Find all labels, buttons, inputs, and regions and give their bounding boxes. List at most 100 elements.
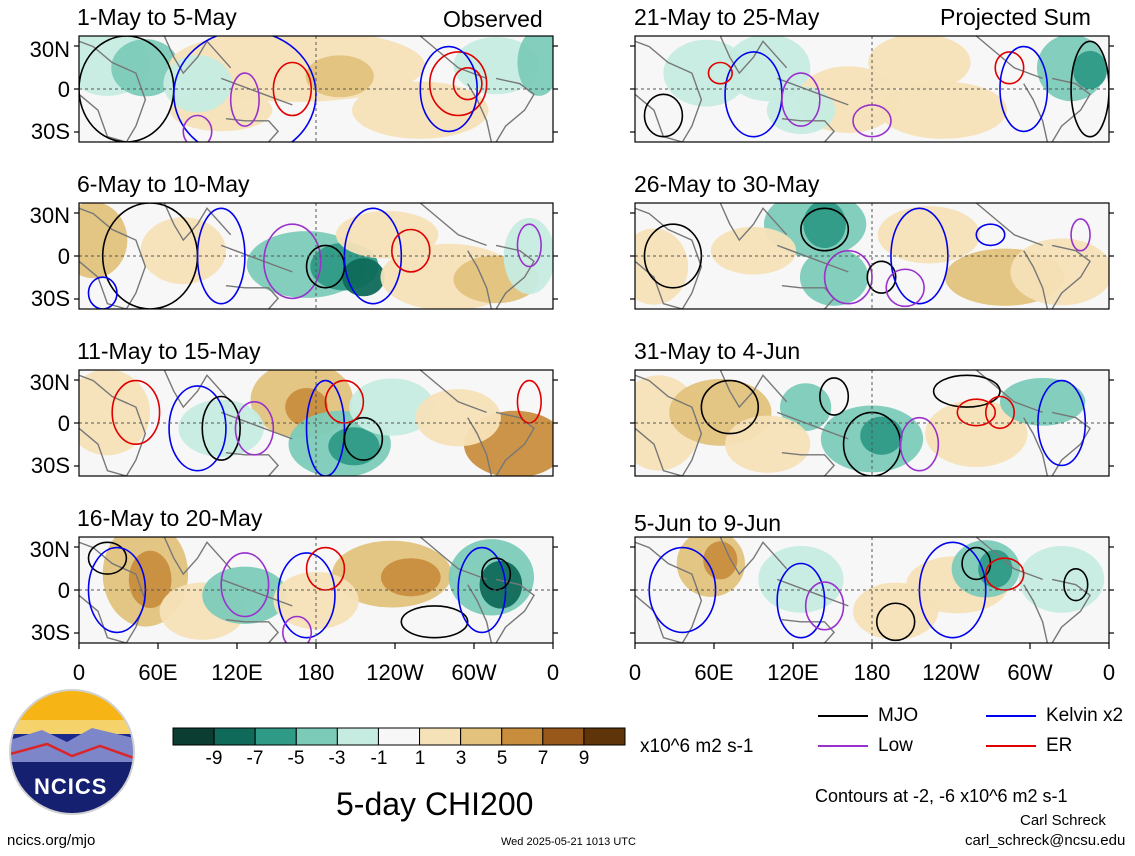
wave-contour <box>875 602 916 642</box>
lat-tick: 30N <box>29 203 70 228</box>
wave-contour <box>800 207 850 252</box>
chi-anomaly <box>305 55 374 98</box>
wave-contour <box>999 45 1049 133</box>
wave-contour <box>1070 218 1091 252</box>
colorbar-label: -5 <box>287 748 305 769</box>
colorbar-label: 3 <box>455 748 467 769</box>
coastline <box>225 117 280 142</box>
colorbar-swatch <box>501 727 544 746</box>
map-panel <box>630 202 1114 310</box>
chi-anomaly <box>999 377 1086 426</box>
colorbar-swatch <box>254 727 297 746</box>
wave-contour <box>819 377 850 416</box>
chi-anomaly <box>380 558 441 597</box>
lat-tick: 0 <box>57 77 70 102</box>
chi-anomaly <box>725 415 811 473</box>
map-panel <box>630 536 1114 649</box>
logo-line <box>10 742 134 760</box>
coastline <box>781 451 836 476</box>
wave-contour <box>168 385 227 472</box>
panel-title: 16-May to 20-May <box>77 505 263 531</box>
lat-tick: 30N <box>29 370 70 395</box>
lon-tick: 0 <box>546 660 560 685</box>
wave-contour <box>643 93 684 138</box>
legend-label-er: ER <box>1046 735 1073 756</box>
coastline <box>1051 411 1091 476</box>
legend-label-low: Low <box>878 735 913 756</box>
coastline <box>467 417 493 476</box>
lon-tick: 120W <box>922 660 980 685</box>
colorbar-swatch <box>419 727 462 746</box>
panel-title: 5-Jun to 9-Jun <box>634 510 782 536</box>
coastline <box>495 77 535 142</box>
site-link[interactable]: ncics.org/mjo <box>7 832 96 849</box>
chi-anomaly <box>342 258 385 297</box>
coastline <box>419 537 487 581</box>
chi-anomaly <box>415 389 501 447</box>
map-panel <box>74 35 558 143</box>
chi-anomaly <box>335 210 439 259</box>
colorbar-label: 7 <box>537 748 549 769</box>
chi-anomaly <box>803 203 846 249</box>
coastline <box>719 36 788 75</box>
coastline <box>1023 250 1049 309</box>
lat-tick: 0 <box>57 244 70 269</box>
panel-tag-observed: Observed <box>443 6 543 32</box>
map-panel <box>630 369 1114 477</box>
wave-contour <box>781 72 821 127</box>
chi-anomaly <box>1072 50 1108 89</box>
wave-contour <box>932 374 1001 408</box>
wave-contour <box>87 276 118 309</box>
author: Carl Schreck <box>1020 812 1106 829</box>
coastline <box>419 370 487 414</box>
coastline <box>776 244 849 273</box>
wave-contour <box>263 223 322 300</box>
colorbar-label: -9 <box>205 748 223 769</box>
wave-contour <box>866 260 897 294</box>
coastline <box>975 537 1043 581</box>
wave-contour <box>899 416 940 472</box>
chi-anomaly <box>635 228 689 305</box>
contours-note: Contours at -2, -6 x10^6 m2 s-1 <box>815 786 1068 806</box>
chi-anomaly <box>766 86 836 135</box>
coastline <box>225 618 280 643</box>
wave-contour <box>776 562 826 639</box>
colorbar-swatch <box>295 727 338 746</box>
map-panel <box>74 536 558 649</box>
chi-anomaly <box>663 39 749 107</box>
colorbar-label: 1 <box>414 748 426 769</box>
lon-tick: 60E <box>138 660 178 685</box>
chi-anomaly <box>140 217 226 285</box>
wave-contour <box>700 379 760 435</box>
coastline <box>79 374 147 476</box>
wave-contour <box>956 398 997 427</box>
chi-anomaly <box>925 400 1028 467</box>
coastline <box>495 411 535 476</box>
coastline <box>220 244 293 273</box>
logo-mountains <box>10 728 134 762</box>
chi-anomaly <box>1010 238 1109 306</box>
wave-contour <box>277 552 336 639</box>
coastline <box>163 370 232 409</box>
wave-contour <box>428 51 488 117</box>
colorbar-swatch <box>172 727 215 746</box>
coastline <box>781 618 836 643</box>
lat-tick: 30N <box>29 37 70 62</box>
timestamp: Wed 2025-05-21 1013 UTC <box>501 836 636 848</box>
wave-contour <box>994 51 1025 85</box>
wave-contour <box>173 36 317 142</box>
email[interactable]: carl_schreck@ncsu.edu <box>965 832 1126 849</box>
map-panel <box>74 202 558 310</box>
wave-contour <box>234 400 275 456</box>
lat-tick: 0 <box>57 578 70 603</box>
wave-contour <box>229 72 260 127</box>
coastline <box>495 244 535 309</box>
coastline <box>467 83 493 142</box>
wave-contour <box>282 615 313 643</box>
chi-anomaly <box>703 541 738 580</box>
chi-anomaly <box>349 378 435 436</box>
colorbar-units: x10^6 m2 s-1 <box>640 736 754 757</box>
chi-anomaly <box>799 248 869 306</box>
chi-anomaly <box>868 36 971 92</box>
